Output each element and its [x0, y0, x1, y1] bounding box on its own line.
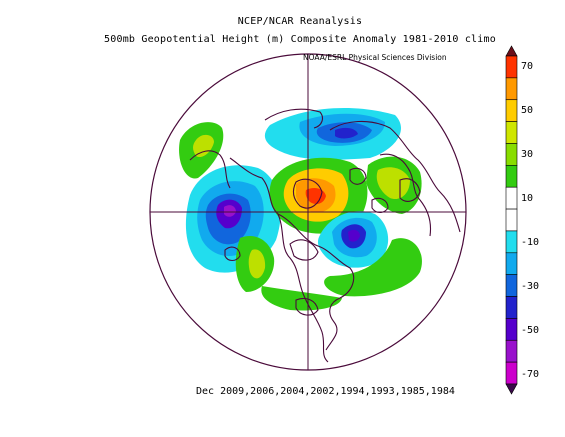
- colorbar-box: [505, 361, 518, 385]
- composite-years-caption: Dec 2009,2006,2004,2002,1994,1993,1985,1…: [196, 386, 455, 397]
- colorbar-box: [505, 383, 518, 395]
- colorbar-box: [505, 121, 518, 144]
- chart-subtitle: 500mb Geopotential Height (m) Composite …: [104, 34, 496, 45]
- positive-anomaly-polar-red: [305, 188, 326, 204]
- positive-anomaly-alaska-core: [193, 134, 214, 158]
- colorbar-label-70: 70: [521, 61, 533, 72]
- colorbar-labels: 70 50 30 10 -10 -30 -50 -70: [521, 61, 539, 380]
- colorbar-box: [505, 143, 518, 166]
- colorbar-box: [505, 99, 518, 122]
- colorbar-box: [505, 252, 518, 275]
- colorbar-box: [505, 339, 518, 363]
- colorbar-box: [505, 318, 518, 341]
- negative-anomaly-arctic-deep: [335, 127, 358, 139]
- colorbar-label-minus50: -50: [521, 325, 539, 336]
- positive-anomaly-atlantic-south: [324, 238, 422, 297]
- chart-title: NCEP/NCAR Reanalysis: [237, 16, 363, 27]
- colorbar-box: [505, 230, 518, 254]
- colorbar-box: [505, 296, 518, 319]
- colorbar-label-30: 30: [521, 149, 533, 160]
- colorbar-label-minus30: -30: [521, 281, 539, 292]
- colorbar-boxes: [505, 45, 518, 395]
- colorbar-label-minus10: -10: [521, 237, 539, 248]
- colorbar-label-10: 10: [521, 193, 533, 204]
- coastlines: [189, 108, 461, 363]
- colorbar-box: [505, 55, 518, 79]
- colorbar-box: [505, 208, 518, 232]
- colorbar-label-minus70: -70: [521, 369, 539, 380]
- anomaly-field: [179, 107, 422, 311]
- negative-anomaly-atlantic-deep: [348, 229, 360, 242]
- colorbar-box: [505, 77, 518, 101]
- colorbar-box: [505, 274, 518, 297]
- map-border: [149, 53, 467, 371]
- colorbar-box: [505, 186, 518, 210]
- colorbar-box: [505, 45, 518, 57]
- negative-anomaly-pacific-deep: [224, 205, 236, 217]
- colorbar-box: [505, 165, 518, 188]
- colorbar-label-50: 50: [521, 105, 533, 116]
- positive-anomaly-eurasia-core: [376, 167, 410, 200]
- credit-label: NOAA/ESRL Physical Sciences Division: [303, 53, 447, 62]
- positive-anomaly-west-coast-core: [248, 249, 266, 279]
